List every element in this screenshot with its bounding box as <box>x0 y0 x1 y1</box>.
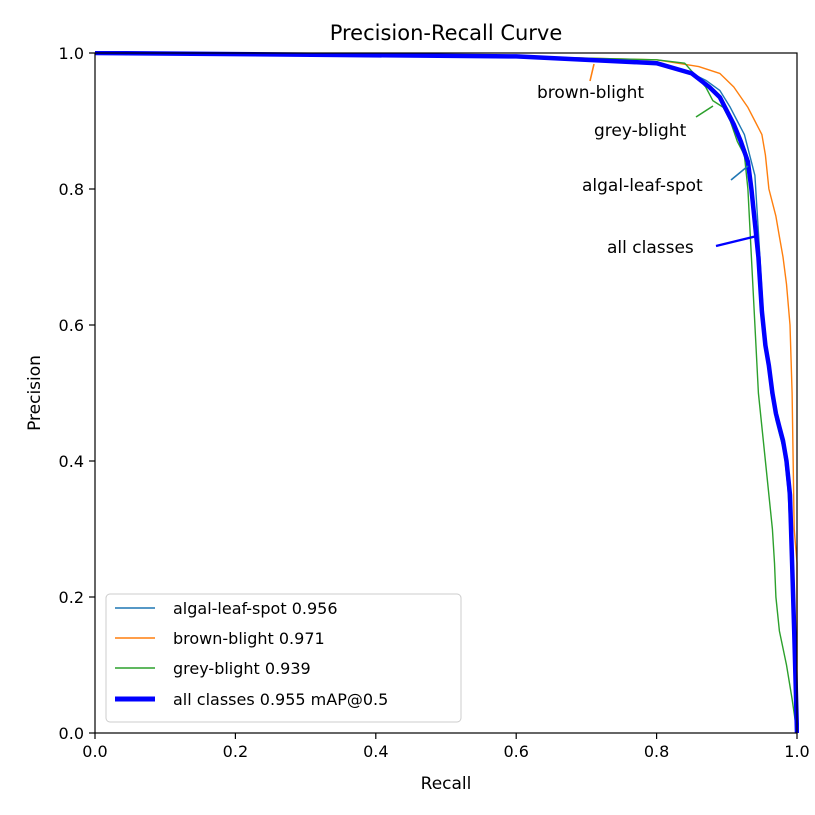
y-tick-label: 0.8 <box>59 180 84 199</box>
x-tick-label: 0.0 <box>82 742 107 761</box>
x-tick-label: 0.8 <box>644 742 669 761</box>
y-axis-label: Precision <box>25 355 45 431</box>
y-tick-label: 0.4 <box>59 452 84 471</box>
annotations-layer: brown-blight grey-blight algal-leaf-spot… <box>537 63 758 258</box>
x-axis-ticks: 0.0 0.2 0.4 0.6 0.8 1.0 <box>82 733 810 761</box>
x-tick-label: 0.6 <box>503 742 528 761</box>
series-layer <box>94 51 799 734</box>
annotation-all-classes: all classes <box>607 238 694 258</box>
series-line-brown-blight <box>94 52 798 733</box>
series-line-all-classes <box>94 51 799 734</box>
legend-label-all-classes: all classes 0.955 mAP@0.5 <box>173 690 388 709</box>
legend: algal-leaf-spot 0.956 brown-blight 0.971… <box>105 593 462 723</box>
x-tick-label: 0.2 <box>223 742 248 761</box>
y-tick-label: 0.0 <box>59 724 84 743</box>
y-tick-label: 0.6 <box>59 316 84 335</box>
legend-box <box>105 593 462 723</box>
x-tick-label: 1.0 <box>784 742 809 761</box>
x-tick-label: 0.4 <box>363 742 388 761</box>
x-axis-label: Recall <box>421 774 472 794</box>
legend-label-algal-leaf-spot: algal-leaf-spot 0.956 <box>173 599 338 618</box>
annotation-brown-blight: brown-blight <box>537 83 644 103</box>
y-axis-ticks: 0.0 0.2 0.4 0.6 0.8 1.0 <box>59 44 95 743</box>
legend-label-brown-blight: brown-blight 0.971 <box>173 629 325 648</box>
annotation-algal-leaf-spot: algal-leaf-spot <box>582 176 703 196</box>
y-tick-label: 1.0 <box>59 44 84 63</box>
chart-title: Precision-Recall Curve <box>330 21 563 45</box>
annotation-arrow-brown-blight <box>589 63 595 82</box>
axes-frame <box>94 52 798 734</box>
y-tick-label: 0.2 <box>59 588 84 607</box>
annotation-arrow-grey-blight <box>695 105 714 118</box>
annotation-grey-blight: grey-blight <box>594 121 687 141</box>
annotation-arrow-algal-leaf-spot <box>730 165 749 181</box>
legend-label-grey-blight: grey-blight 0.939 <box>173 659 311 678</box>
annotation-arrow-all-classes <box>715 234 758 248</box>
